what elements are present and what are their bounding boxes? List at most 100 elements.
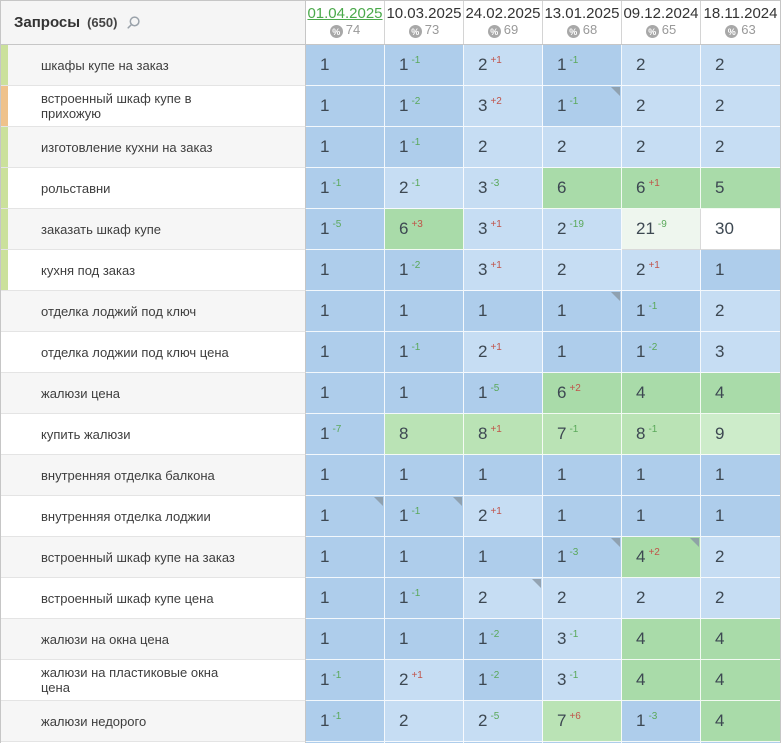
- position-cell[interactable]: 1: [464, 455, 543, 496]
- date-column-header[interactable]: 10.03.2025% 73: [385, 1, 464, 44]
- position-cell[interactable]: 1: [306, 455, 385, 496]
- position-cell[interactable]: 1 -2: [464, 619, 543, 660]
- position-cell[interactable]: 1: [306, 537, 385, 578]
- position-cell[interactable]: 1: [306, 578, 385, 619]
- position-cell[interactable]: 1 -1: [543, 45, 622, 86]
- position-cell[interactable]: 1 -2: [464, 660, 543, 701]
- position-cell[interactable]: 1 -1: [543, 86, 622, 127]
- position-cell[interactable]: 1 -2: [622, 332, 701, 373]
- position-cell[interactable]: 2 +1: [385, 660, 464, 701]
- position-cell[interactable]: 3 +1: [464, 209, 543, 250]
- position-cell[interactable]: 2: [701, 86, 780, 127]
- position-cell[interactable]: 1: [701, 455, 780, 496]
- position-cell[interactable]: 6 +3: [385, 209, 464, 250]
- position-cell[interactable]: 5: [701, 168, 780, 209]
- position-cell[interactable]: 3 -1: [543, 660, 622, 701]
- position-cell[interactable]: 4: [701, 619, 780, 660]
- position-cell[interactable]: 1: [543, 332, 622, 373]
- position-cell[interactable]: 1 -5: [306, 209, 385, 250]
- position-cell[interactable]: 2: [464, 127, 543, 168]
- position-cell[interactable]: 1 -1: [622, 291, 701, 332]
- position-cell[interactable]: 1 -3: [622, 701, 701, 742]
- position-cell[interactable]: 1 -1: [385, 127, 464, 168]
- position-cell[interactable]: 2: [622, 127, 701, 168]
- position-cell[interactable]: 1: [622, 455, 701, 496]
- position-cell[interactable]: 1: [306, 373, 385, 414]
- date-column-header[interactable]: 01.04.2025% 74: [306, 1, 385, 44]
- position-cell[interactable]: 2 +1: [464, 496, 543, 537]
- position-cell[interactable]: 1: [306, 291, 385, 332]
- position-cell[interactable]: 3: [701, 332, 780, 373]
- date-column-header[interactable]: 18.11.2024% 63: [701, 1, 780, 44]
- position-cell[interactable]: 2: [385, 701, 464, 742]
- position-cell[interactable]: 1: [464, 291, 543, 332]
- position-cell[interactable]: 2 +1: [464, 45, 543, 86]
- query-cell[interactable]: отделка лоджии под ключ цена: [1, 332, 306, 373]
- position-cell[interactable]: 4: [622, 619, 701, 660]
- position-cell[interactable]: 1: [543, 291, 622, 332]
- query-cell[interactable]: внутренняя отделка балкона: [1, 455, 306, 496]
- position-cell[interactable]: 9: [701, 414, 780, 455]
- position-cell[interactable]: 1: [306, 332, 385, 373]
- query-cell[interactable]: кухня под заказ: [1, 250, 306, 291]
- position-cell[interactable]: 4: [701, 660, 780, 701]
- position-cell[interactable]: 1: [385, 619, 464, 660]
- position-cell[interactable]: 1: [543, 455, 622, 496]
- position-cell[interactable]: 7 +6: [543, 701, 622, 742]
- position-cell[interactable]: 8 -1: [622, 414, 701, 455]
- query-cell[interactable]: купить жалюзи: [1, 414, 306, 455]
- date-label[interactable]: 10.03.2025: [386, 5, 462, 22]
- position-cell[interactable]: 2 -1: [385, 168, 464, 209]
- position-cell[interactable]: 4: [701, 373, 780, 414]
- position-cell[interactable]: 1 -1: [306, 701, 385, 742]
- date-column-header[interactable]: 13.01.2025% 68: [543, 1, 622, 44]
- position-cell[interactable]: 3 -1: [543, 619, 622, 660]
- position-cell[interactable]: 2: [701, 127, 780, 168]
- position-cell[interactable]: 2: [622, 578, 701, 619]
- position-cell[interactable]: 3 -3: [464, 168, 543, 209]
- date-label[interactable]: 09.12.2024: [623, 5, 699, 22]
- position-cell[interactable]: 2 +1: [622, 250, 701, 291]
- position-cell[interactable]: 7 -1: [543, 414, 622, 455]
- position-cell[interactable]: 8 +1: [464, 414, 543, 455]
- query-cell[interactable]: внутренняя отделка лоджии: [1, 496, 306, 537]
- position-cell[interactable]: 1: [385, 537, 464, 578]
- position-cell[interactable]: 1 -1: [306, 168, 385, 209]
- date-label[interactable]: 18.11.2024: [703, 5, 778, 22]
- position-cell[interactable]: 6 +2: [543, 373, 622, 414]
- position-cell[interactable]: 6: [543, 168, 622, 209]
- position-cell[interactable]: 2: [543, 127, 622, 168]
- position-cell[interactable]: 21 -9: [622, 209, 701, 250]
- date-label[interactable]: 24.02.2025: [465, 5, 541, 22]
- position-cell[interactable]: 1 -3: [543, 537, 622, 578]
- query-cell[interactable]: жалюзи цена: [1, 373, 306, 414]
- query-cell[interactable]: встроенный шкаф купе цена: [1, 578, 306, 619]
- position-cell[interactable]: 1: [306, 496, 385, 537]
- date-label[interactable]: 13.01.2025: [544, 5, 620, 22]
- position-cell[interactable]: 1: [385, 455, 464, 496]
- position-cell[interactable]: 2 +1: [464, 332, 543, 373]
- position-cell[interactable]: 2: [622, 86, 701, 127]
- position-cell[interactable]: 1 -1: [385, 45, 464, 86]
- position-cell[interactable]: 2: [701, 45, 780, 86]
- position-cell[interactable]: 1 -1: [385, 578, 464, 619]
- query-cell[interactable]: рольставни: [1, 168, 306, 209]
- position-cell[interactable]: 2: [701, 291, 780, 332]
- query-cell[interactable]: жалюзи на пластиковые окна цена: [1, 660, 306, 701]
- position-cell[interactable]: 4: [622, 373, 701, 414]
- position-cell[interactable]: 1 -1: [306, 660, 385, 701]
- current-date-link[interactable]: 01.04.2025: [307, 5, 383, 22]
- query-cell[interactable]: жалюзи недорого: [1, 701, 306, 742]
- query-cell[interactable]: заказать шкаф купе: [1, 209, 306, 250]
- position-cell[interactable]: 1: [306, 619, 385, 660]
- position-cell[interactable]: 1: [306, 45, 385, 86]
- position-cell[interactable]: 1: [543, 496, 622, 537]
- search-icon[interactable]: [126, 15, 141, 30]
- position-cell[interactable]: 1: [701, 250, 780, 291]
- query-cell[interactable]: отделка лоджий под ключ: [1, 291, 306, 332]
- query-cell[interactable]: встроенный шкаф купе на заказ: [1, 537, 306, 578]
- position-cell[interactable]: 1 -1: [385, 496, 464, 537]
- position-cell[interactable]: 1 -1: [385, 332, 464, 373]
- position-cell[interactable]: 1: [464, 537, 543, 578]
- query-cell[interactable]: шкафы купе на заказ: [1, 45, 306, 86]
